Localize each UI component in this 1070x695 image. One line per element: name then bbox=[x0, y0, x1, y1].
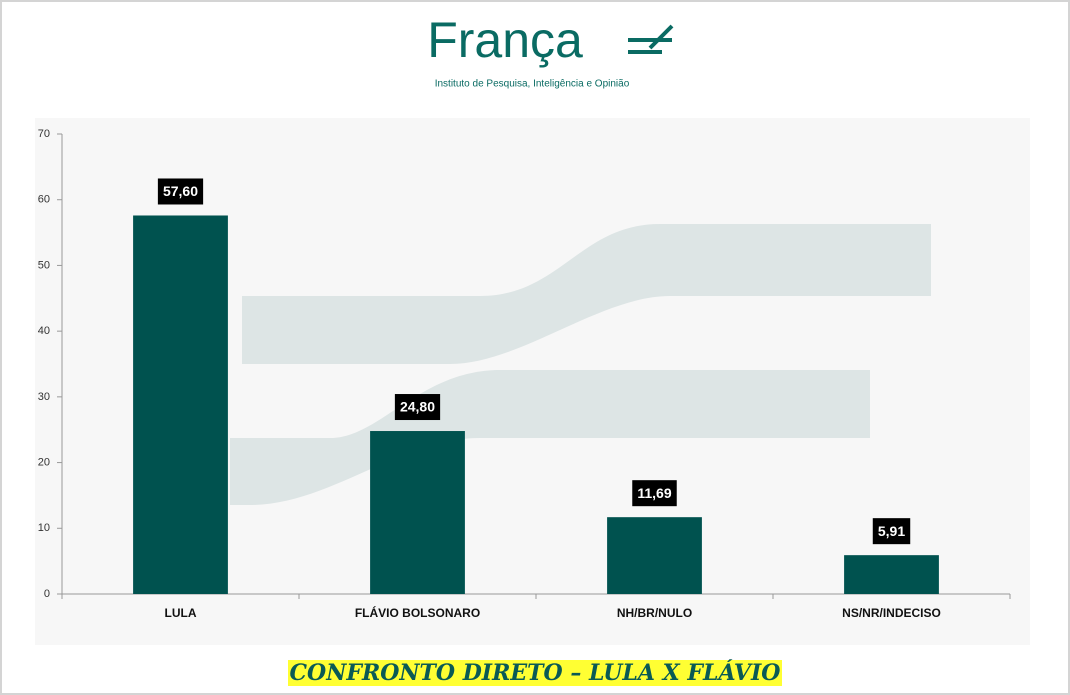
y-tick-label: 10 bbox=[38, 522, 50, 534]
value-label: 5,91 bbox=[878, 523, 905, 539]
y-tick-label: 0 bbox=[44, 588, 50, 600]
logo-tagline: Instituto de Pesquisa, Inteligência e Op… bbox=[435, 79, 630, 90]
logo-name: França bbox=[427, 12, 583, 68]
bar bbox=[370, 431, 465, 594]
value-label: 11,69 bbox=[637, 485, 671, 501]
y-tick-label: 70 bbox=[38, 128, 50, 140]
x-tick-label: FLÁVIO BOLSONARO bbox=[355, 605, 480, 620]
chart-title: CONFRONTO DIRETO – LULA X FLÁVIO bbox=[287, 660, 783, 686]
logo-mark bbox=[628, 24, 674, 54]
value-label-box bbox=[394, 394, 441, 421]
x-tick-label: NS/NR/INDECISO bbox=[842, 606, 941, 620]
value-label-box bbox=[157, 178, 204, 205]
y-tick-label: 40 bbox=[38, 325, 50, 337]
value-label-box bbox=[632, 480, 677, 507]
y-tick-label: 30 bbox=[38, 391, 50, 403]
value-label: 57,60 bbox=[163, 183, 198, 199]
bar bbox=[844, 555, 939, 594]
y-tick-label: 50 bbox=[38, 259, 50, 271]
decoration bbox=[230, 224, 931, 505]
y-tick-label: 20 bbox=[38, 456, 50, 468]
y-tick-label: 60 bbox=[38, 194, 50, 206]
footer: CONFRONTO DIRETO – LULA X FLÁVIO bbox=[0, 660, 1070, 686]
bar bbox=[607, 517, 702, 594]
value-label: 24,80 bbox=[400, 399, 435, 415]
bar bbox=[133, 215, 228, 594]
x-tick-label: NH/BR/NULO bbox=[617, 606, 692, 620]
value-label-box bbox=[872, 518, 911, 545]
x-tick-label: LULA bbox=[165, 606, 197, 620]
